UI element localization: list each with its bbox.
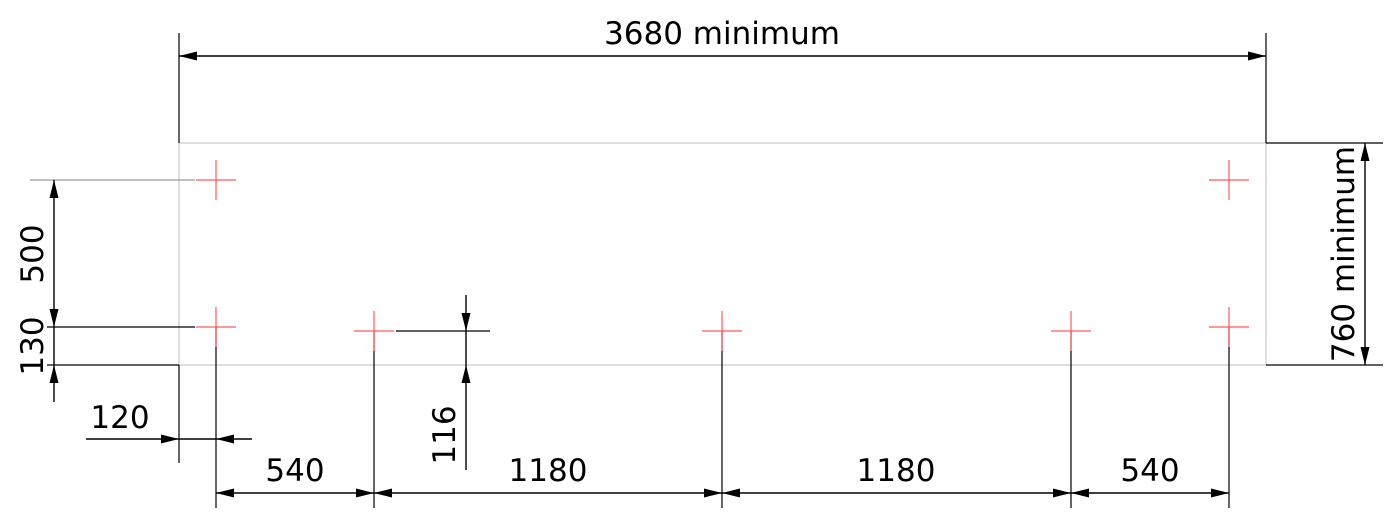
span-1-label: 540 bbox=[265, 453, 324, 489]
arrowhead bbox=[704, 488, 722, 498]
arrowhead bbox=[49, 365, 59, 383]
span-3-label: 1180 bbox=[857, 453, 936, 489]
arrowhead bbox=[1053, 488, 1071, 498]
overall-width-dimension: 3680 minimum bbox=[178, 16, 1267, 143]
arrowhead bbox=[161, 434, 179, 444]
arrowhead bbox=[1248, 51, 1266, 61]
arrowhead bbox=[1211, 488, 1229, 498]
mounting-point-crosshair bbox=[702, 311, 742, 351]
arrowhead bbox=[374, 488, 392, 498]
bottom-chain-dimension: 540 1180 1180 540 bbox=[215, 327, 1230, 508]
mounting-point-crosshair bbox=[354, 311, 394, 351]
span-4-label: 540 bbox=[1120, 453, 1179, 489]
mounting-points bbox=[196, 160, 1249, 351]
arrowhead bbox=[216, 488, 234, 498]
overall-width-label: 3680 minimum bbox=[604, 16, 840, 52]
arrowhead bbox=[356, 488, 374, 498]
left-vertical-dimensions: 500 130 bbox=[15, 179, 195, 463]
arrowhead bbox=[179, 51, 197, 61]
arrowhead bbox=[1360, 347, 1370, 365]
overall-height-label: 760 minimum bbox=[1326, 146, 1362, 362]
arrowhead bbox=[1071, 488, 1089, 498]
left-offset-label: 120 bbox=[90, 400, 149, 436]
arrowhead bbox=[49, 180, 59, 198]
mounting-point-crosshair bbox=[196, 160, 236, 200]
mounting-point-crosshair bbox=[1051, 311, 1091, 351]
left-offset-dimension: 120 bbox=[86, 400, 252, 444]
depth-offset-dimension: 116 bbox=[396, 295, 490, 470]
mounting-point-crosshair bbox=[1209, 160, 1249, 200]
arrowhead bbox=[216, 434, 234, 444]
mounting-point-crosshair bbox=[1209, 307, 1249, 347]
arrowhead bbox=[461, 365, 471, 383]
mounting-point-crosshair bbox=[196, 307, 236, 347]
span-2-label: 1180 bbox=[509, 453, 588, 489]
arrowhead bbox=[49, 309, 59, 327]
left-vertical-upper-label: 500 bbox=[15, 224, 51, 283]
left-vertical-lower-label: 130 bbox=[15, 316, 51, 375]
arrowhead bbox=[1360, 143, 1370, 161]
overall-height-dimension: 760 minimum bbox=[1266, 142, 1383, 366]
arrowhead bbox=[461, 313, 471, 331]
depth-offset-label: 116 bbox=[427, 405, 463, 464]
arrowhead bbox=[722, 488, 740, 498]
